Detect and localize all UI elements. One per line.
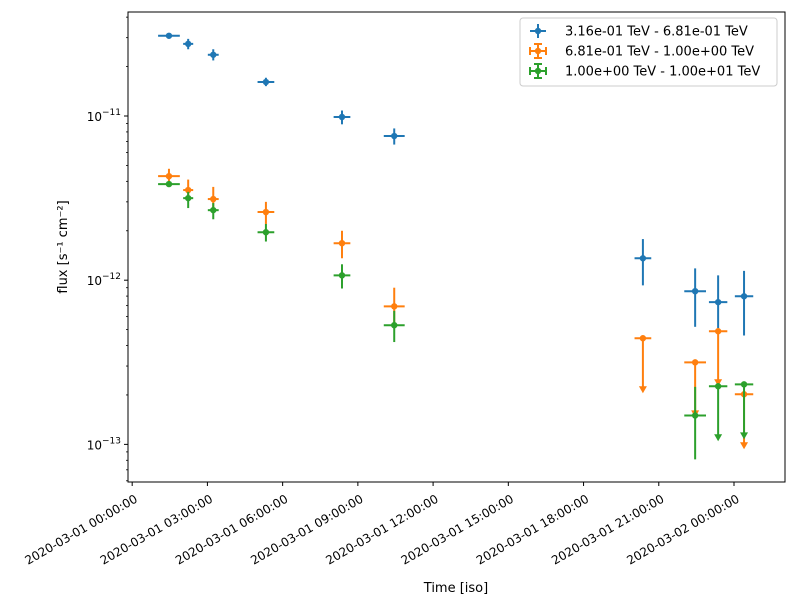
data-point xyxy=(165,32,173,39)
data-point xyxy=(740,293,748,300)
series-1 xyxy=(158,168,754,450)
data-point xyxy=(210,195,217,203)
plot-marks xyxy=(158,32,754,460)
data-point xyxy=(184,40,192,48)
data-point xyxy=(210,51,217,58)
data-point xyxy=(210,206,217,214)
legend-marker-point xyxy=(534,67,542,75)
y-axis-label: flux [s⁻¹ cm⁻²] xyxy=(56,200,71,293)
data-point xyxy=(262,208,270,216)
legend-label: 6.81e-01 TeV - 1.00e+00 TeV xyxy=(565,45,754,60)
upper-limit-arrow xyxy=(714,434,723,442)
data-point xyxy=(639,335,647,342)
upper-limit-arrow xyxy=(740,432,749,440)
data-point xyxy=(391,132,398,140)
data-point xyxy=(165,180,173,188)
data-point xyxy=(262,229,270,236)
x-axis-label: Time [iso] xyxy=(423,581,488,596)
upper-limit-arrow xyxy=(638,386,647,394)
data-point xyxy=(714,328,722,335)
data-point xyxy=(391,303,398,310)
data-point xyxy=(691,287,699,295)
data-point xyxy=(691,412,699,419)
data-point xyxy=(691,359,699,366)
y-tick-label: 10−13 xyxy=(87,436,121,452)
legend-marker-caps xyxy=(529,63,547,79)
y-tick-label: 10−11 xyxy=(87,108,121,124)
legend-label: 3.16e-01 TeV - 6.81e-01 TeV xyxy=(565,25,748,40)
data-point xyxy=(714,383,722,390)
series-2 xyxy=(158,180,754,460)
legend-marker-caps xyxy=(529,43,547,59)
legend-marker-point xyxy=(534,47,542,55)
data-point xyxy=(714,298,722,306)
upper-limit-arrow xyxy=(714,379,723,387)
data-point xyxy=(391,321,398,329)
data-point xyxy=(184,194,192,202)
data-point xyxy=(165,172,173,180)
legend-frame xyxy=(519,17,778,87)
y-tick-label: 10−12 xyxy=(87,272,121,288)
series-0 xyxy=(158,32,754,336)
axes-frame xyxy=(127,11,786,483)
data-point xyxy=(262,78,270,86)
data-point xyxy=(639,255,647,262)
data-point xyxy=(338,272,346,279)
y-axis: 10−11 10−12 10−13 xyxy=(87,16,128,482)
upper-limit-arrow xyxy=(740,442,749,450)
data-point xyxy=(338,239,346,247)
legend-label: 1.00e+00 TeV - 1.00e+01 TeV xyxy=(565,65,760,80)
data-point xyxy=(740,381,748,388)
data-point xyxy=(338,113,346,121)
legend: 3.16e-01 TeV - 6.81e-01 TeV 6.81e-01 TeV … xyxy=(519,17,778,87)
legend-marker-point xyxy=(534,27,542,35)
data-point xyxy=(184,186,192,194)
